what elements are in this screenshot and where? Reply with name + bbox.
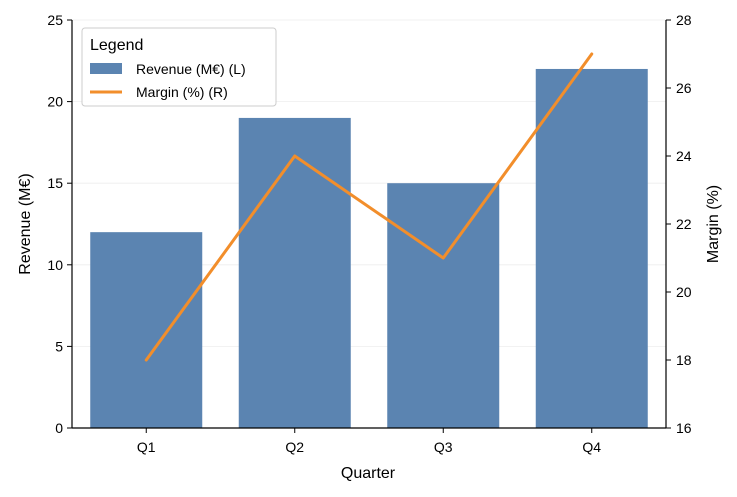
y-tick-label: 0 <box>55 420 63 436</box>
y-tick-label: 15 <box>47 175 63 191</box>
tick-labels: 0 5 10 15 20 25 16 18 20 22 24 26 28 Q1 Q2 Q3 Q4 <box>47 12 691 455</box>
y2-tick-label: 22 <box>676 216 692 232</box>
y2-tick-label: 28 <box>676 12 692 28</box>
x-axis-title: Quarter <box>341 465 396 482</box>
margin-line-series <box>144 52 594 362</box>
bar-q3 <box>387 183 500 428</box>
legend: Legend Revenue (M€) (L) Margin (%) (R) <box>81 27 277 107</box>
y-axis-title: Revenue (M€) <box>17 173 34 274</box>
y2-axis-title: Margin (%) <box>705 185 722 263</box>
x-tick-label: Q4 <box>582 439 601 455</box>
x-tick-label: Q3 <box>434 439 453 455</box>
legend-label-margin: Margin (%) (R) <box>136 84 228 100</box>
y2-tick-label: 20 <box>676 284 692 300</box>
x-tick-label: Q2 <box>285 439 304 455</box>
bar-q2 <box>238 117 351 429</box>
axes <box>67 19 671 433</box>
y2-tick-label: 16 <box>676 420 692 436</box>
y-tick-label: 25 <box>47 12 63 28</box>
y2-tick-label: 26 <box>676 80 692 96</box>
y-tick-label: 10 <box>47 257 63 273</box>
y2-tick-label: 24 <box>676 148 692 164</box>
y-tick-label: 5 <box>55 338 63 354</box>
revenue-bars <box>90 68 648 429</box>
y2-tick-label: 18 <box>676 352 692 368</box>
legend-box <box>81 27 277 107</box>
legend-swatch-revenue <box>90 63 122 74</box>
margin-line <box>144 52 594 362</box>
legend-label-revenue: Revenue (M€) (L) <box>136 61 246 77</box>
bar-q4 <box>535 68 648 429</box>
y-tick-label: 20 <box>47 94 63 110</box>
legend-title: Legend <box>90 37 143 54</box>
bar-q1 <box>90 232 203 428</box>
x-tick-label: Q1 <box>137 439 156 455</box>
